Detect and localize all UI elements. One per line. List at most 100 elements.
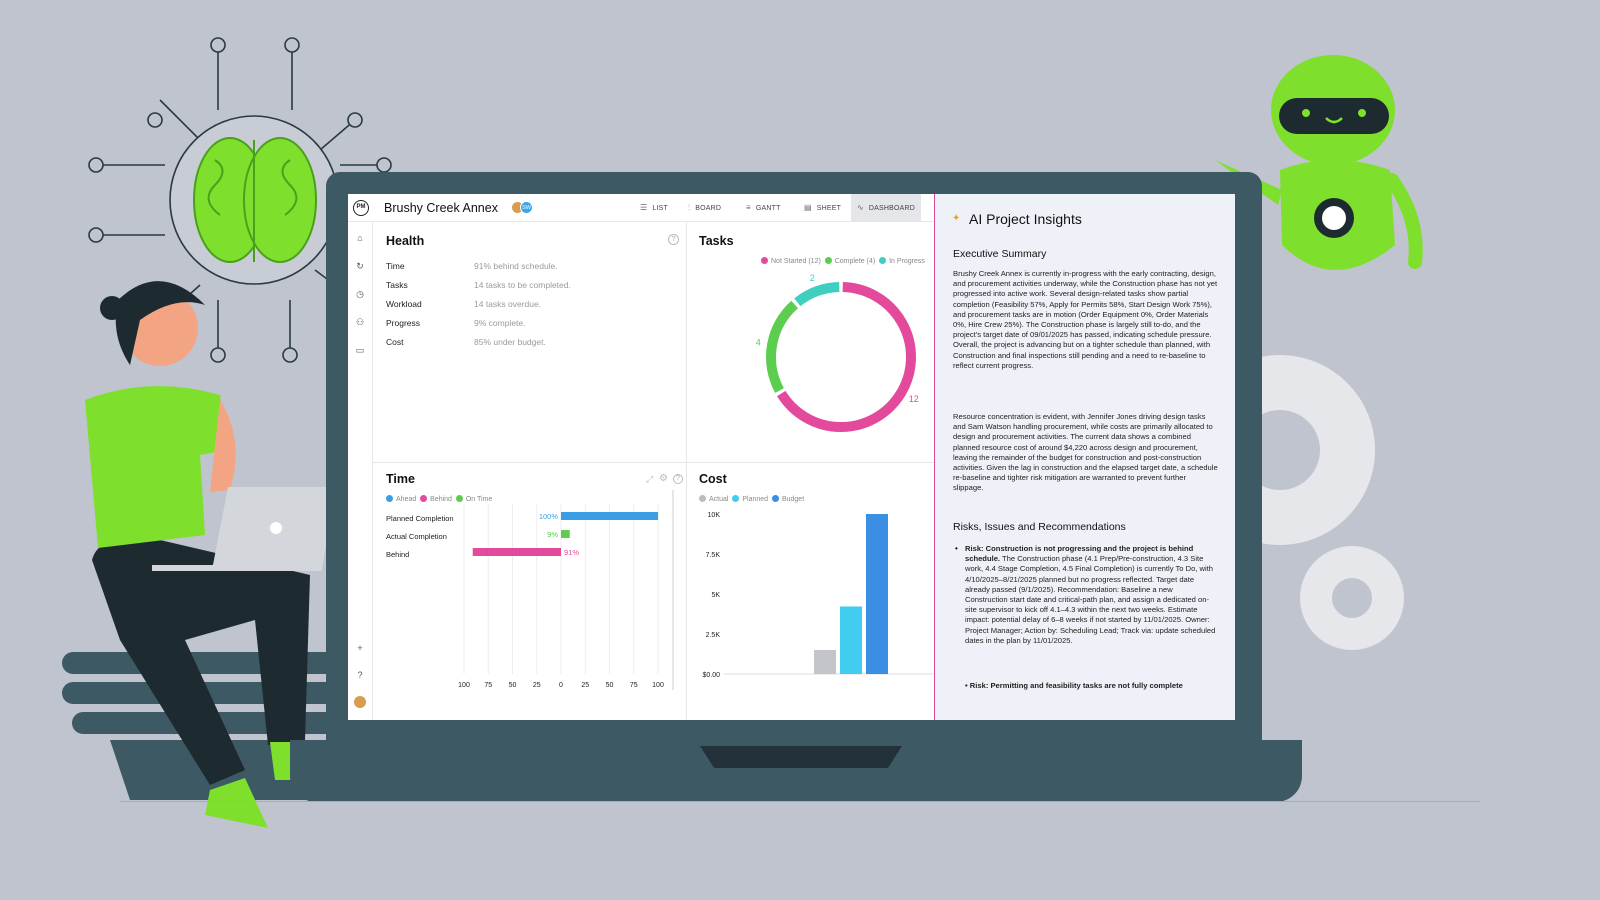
time-bar[interactable] (561, 530, 570, 538)
tasks-title: Tasks (699, 234, 734, 248)
clock-icon[interactable]: ◷ (356, 289, 364, 299)
bar-category-label: Planned Completion (386, 514, 454, 523)
time-bar[interactable] (561, 512, 658, 520)
tab-gantt[interactable]: ≡ GANTT (746, 194, 781, 222)
x-tick-label: 75 (484, 682, 492, 689)
cost-bar[interactable] (814, 650, 836, 674)
tasks-legend: Not Started (12) Complete (4) In Progres… (761, 257, 925, 265)
people-icon[interactable]: ⚇ (355, 317, 365, 327)
brain-icon (193, 137, 317, 263)
y-tick-label: 5K (711, 592, 720, 599)
board-icon: ⫶ (688, 203, 691, 212)
x-tick-label: 100 (652, 682, 664, 689)
laptop-notch (700, 746, 902, 768)
risk-text: The Construction phase (4.1 Prep/Pre-con… (965, 554, 1216, 645)
risk-title: Risk: Construction is not progressing an… (965, 544, 1194, 564)
time-legend: Ahead Behind On Time (386, 495, 492, 503)
donut-data-label: 2 (810, 273, 815, 283)
cost-bar-chart: 10K 7.5K 5K 2.5K $0.00 (702, 512, 934, 679)
y-tick-label: 10K (708, 512, 721, 519)
bar-data-label: 100% (539, 512, 559, 521)
time-bar-chart: 100 75 50 25 0 25 50 75 100 100% 9% 91% (458, 504, 664, 689)
y-tick-label: 7.5K (706, 552, 721, 559)
floor-line (120, 801, 1480, 802)
gear-icon[interactable]: ⚙ (659, 473, 668, 484)
legend-swatch (386, 495, 393, 502)
legend-item[interactable]: Behind (420, 495, 452, 503)
scrollbar[interactable] (672, 490, 674, 690)
x-tick-label: 25 (533, 682, 541, 689)
legend-item[interactable]: Actual (699, 495, 728, 503)
x-tick-label: 25 (581, 682, 589, 689)
health-label: Workload (386, 299, 422, 309)
legend-item[interactable]: Ahead (386, 495, 416, 503)
risk-item: Risk: Construction is not progressing an… (965, 544, 1217, 646)
y-tick-label: $0.00 (702, 672, 720, 679)
avatar[interactable]: SW (520, 201, 533, 214)
app-logo[interactable]: PM (353, 200, 369, 216)
tab-board[interactable]: ⫶ BOARD (688, 194, 721, 222)
summary-paragraph: Brushy Creek Annex is currently in-progr… (953, 269, 1218, 370)
top-bar: PM Brushy Creek Annex SW ☰ LIST ⫶ BOARD ≡ G… (348, 194, 943, 222)
bar-data-label: 9% (547, 530, 558, 539)
legend-item[interactable]: On Time (455, 495, 492, 503)
legend-item[interactable]: Not Started (12) (761, 257, 821, 265)
tab-dashboard[interactable]: ∿ DASHBOARD (851, 194, 922, 222)
health-title: Health (386, 234, 425, 248)
x-tick-label: 0 (559, 682, 563, 689)
health-label: Tasks (386, 280, 408, 290)
donut-data-label: 4 (756, 337, 761, 347)
avatar-icon[interactable] (354, 696, 366, 708)
section-heading: Executive Summary (953, 248, 1047, 260)
donut-slice[interactable] (766, 300, 799, 393)
x-tick-label: 50 (509, 682, 517, 689)
gantt-icon: ≡ (746, 203, 751, 212)
health-value: 85% under budget. (474, 337, 546, 347)
list-icon: ☰ (640, 203, 648, 212)
time-bar[interactable] (472, 548, 561, 556)
donut-slice[interactable] (794, 282, 840, 307)
briefcase-icon[interactable]: ▭ (355, 345, 365, 355)
time-title: Time (386, 472, 415, 486)
legend-item[interactable]: Complete (4) (824, 257, 875, 265)
help-icon[interactable]: ? (673, 474, 683, 484)
refresh-icon[interactable]: ↻ (356, 261, 364, 271)
sparkle-icon: ✦ (952, 213, 961, 224)
tasks-donut-chart: 12 4 2 (756, 273, 919, 432)
health-value: 14 tasks to be completed. (474, 280, 571, 290)
plus-icon[interactable]: + (357, 643, 363, 653)
section-heading: Risks, Issues and Recommendations (953, 521, 1126, 533)
tab-sheet[interactable]: ▤ SHEET (804, 194, 841, 222)
cost-bar[interactable] (840, 606, 862, 674)
bullet-icon: • (955, 544, 958, 553)
sidebar: ⌂ ↻ ◷ ⚇ ▭ + ? (348, 222, 373, 720)
donut-data-label: 12 (909, 394, 919, 404)
legend-item[interactable]: Budget (771, 495, 804, 503)
legend-item[interactable]: Planned (732, 495, 768, 503)
cost-title: Cost (699, 472, 727, 486)
bar-category-label: Actual Completion (386, 532, 447, 541)
ai-panel-title: AI Project Insights (969, 211, 1082, 227)
help-icon[interactable]: ? (668, 234, 679, 245)
health-value: 14 tasks overdue. (474, 299, 542, 309)
summary-paragraph: Resource concentration is evident, with … (953, 412, 1218, 493)
x-tick-label: 100 (458, 682, 470, 689)
expand-icon[interactable]: ⤢ (646, 474, 654, 484)
help-icon[interactable]: ? (357, 670, 363, 680)
home-icon[interactable]: ⌂ (357, 233, 363, 243)
panel-divider (686, 222, 687, 720)
panel-divider (373, 462, 934, 463)
x-tick-label: 50 (606, 682, 614, 689)
health-value: 91% behind schedule. (474, 261, 558, 271)
sheet-icon: ▤ (804, 203, 812, 212)
bar-category-label: Behind (386, 550, 410, 559)
health-label: Time (386, 261, 405, 271)
donut-slice[interactable] (777, 282, 916, 432)
tab-list[interactable]: ☰ LIST (640, 194, 668, 222)
cost-bar[interactable] (866, 514, 888, 674)
y-tick-label: 2.5K (706, 632, 721, 639)
project-title: Brushy Creek Annex (384, 201, 498, 215)
dashboard-icon: ∿ (857, 203, 864, 212)
legend-item[interactable]: In Progress (879, 257, 925, 265)
